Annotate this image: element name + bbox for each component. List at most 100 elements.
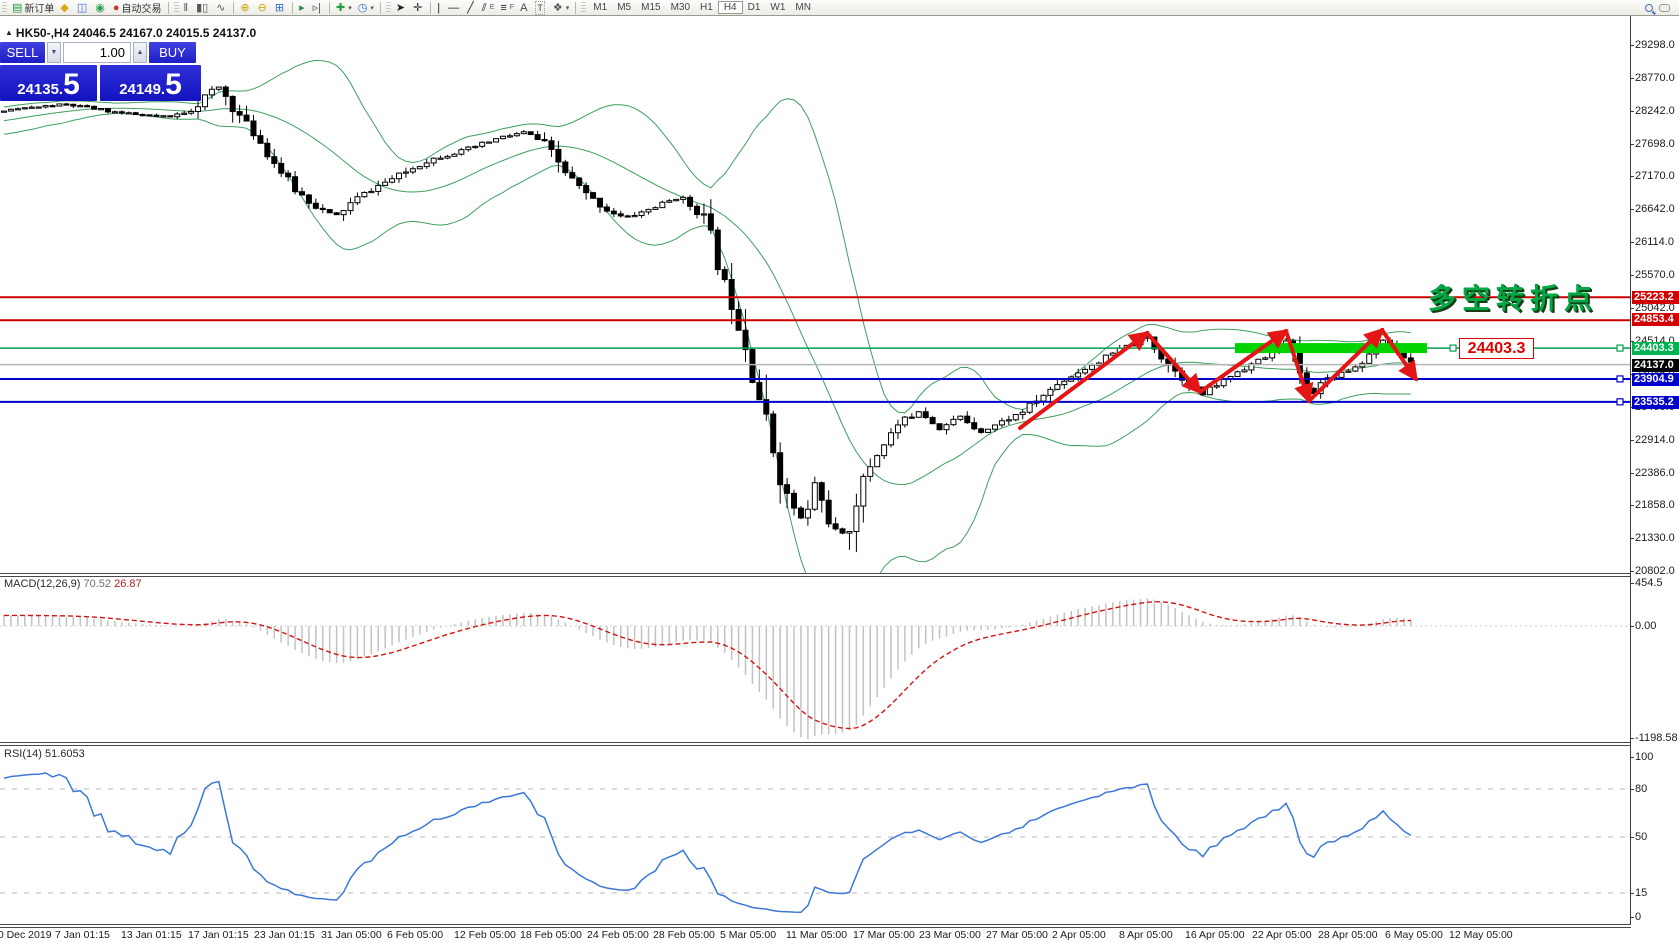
price-tick — [1630, 45, 1634, 46]
rsi-scale-label: 80 — [1635, 783, 1648, 795]
chat-icon[interactable] — [1656, 1, 1673, 15]
toolbar-grip[interactable] — [2, 1, 7, 14]
rsi-scale-label: 15 — [1635, 887, 1648, 899]
auto-scroll-icon[interactable]: ▸ — [299, 1, 305, 14]
text-tool-icon[interactable]: A — [520, 1, 528, 14]
time-label: 28 Feb 05:00 — [653, 929, 715, 941]
macd-scale-label: -1198.58 — [1635, 732, 1678, 744]
timeframe-H4[interactable]: H4 — [717, 0, 743, 14]
search-icon[interactable] — [1642, 1, 1656, 15]
fibonacci-icon[interactable]: ≡ F — [500, 1, 515, 14]
publish-icon[interactable]: ◫ — [76, 1, 88, 14]
rsi-panel[interactable] — [0, 746, 1630, 924]
price-label: 27698.0 — [1635, 138, 1675, 150]
bid-price-box[interactable]: 24135. 5 — [0, 65, 97, 101]
panel-divider[interactable] — [0, 573, 1631, 577]
crosshair-icon[interactable]: ✛ — [413, 1, 423, 14]
cursor-icon[interactable]: ➤ — [395, 1, 406, 14]
time-label: 23 Jan 01:15 — [254, 929, 315, 941]
price-tick — [1630, 78, 1634, 79]
time-label: 23 Mar 05:00 — [919, 929, 981, 941]
price-callout-label[interactable]: 24403.3 — [1459, 338, 1534, 359]
volume-increase-button[interactable]: ▲ — [133, 42, 147, 63]
time-label: 30 Dec 2019 — [0, 929, 52, 941]
volume-decrease-button[interactable]: ▼ — [47, 42, 61, 63]
macd-scale-label: 0.00 — [1635, 620, 1657, 632]
macd-scale-label: 454.5 — [1635, 577, 1663, 589]
text-label-icon[interactable]: T — [535, 0, 545, 15]
price-label: 27170.0 — [1635, 170, 1675, 182]
panel-divider[interactable] — [0, 924, 1631, 928]
price-highlight-label: 24403.3 — [1632, 342, 1679, 355]
main-chart[interactable] — [0, 16, 1630, 573]
rsi-scale-label: 50 — [1635, 831, 1648, 843]
price-tick — [1630, 440, 1634, 441]
time-label: 12 Feb 05:00 — [454, 929, 516, 941]
time-label: 7 Jan 01:15 — [55, 929, 110, 941]
price-label: 26642.0 — [1635, 203, 1675, 215]
vertical-line-icon[interactable]: | — [437, 1, 441, 14]
rsi-scale-label: 0 — [1635, 911, 1642, 923]
volume-input[interactable]: 1.00 — [63, 42, 131, 63]
periods-icon[interactable]: ◷ ▾ — [357, 1, 374, 14]
price-highlight-label: 24853.4 — [1632, 313, 1679, 326]
price-tick — [1630, 275, 1634, 276]
timeframe-M5[interactable]: M5 — [617, 1, 632, 13]
chart-shift-icon[interactable]: ▹| — [312, 1, 321, 14]
ask-price-box[interactable]: 24149. 5 — [100, 65, 201, 101]
price-tick — [1630, 176, 1634, 177]
buy-button[interactable]: BUY — [149, 42, 196, 63]
news-icon[interactable]: ◉ — [95, 1, 105, 14]
autotrading-button[interactable]: ● 自动交易 — [112, 1, 162, 16]
price-tick — [1630, 308, 1634, 309]
timeframe-bar: M1 M5 M15 M30 H1 H4 D1 W1 MN — [588, 0, 816, 15]
zoom-out-icon[interactable]: ⊖ — [257, 1, 267, 14]
price-tick — [1630, 571, 1634, 572]
bar-chart-icon[interactable]: ǁ — [183, 1, 189, 14]
horizontal-line-icon[interactable]: — — [448, 1, 460, 14]
timeframe-H1[interactable]: H1 — [700, 1, 713, 13]
chinese-annotation[interactable]: 多空转折点 — [1428, 283, 1599, 314]
gold-icon[interactable]: ◆ — [60, 1, 69, 14]
candle-chart-icon[interactable]: ▮▯ — [196, 1, 209, 14]
timeframe-M15[interactable]: M15 — [641, 1, 661, 13]
tile-windows-icon[interactable]: ⊞ — [274, 1, 285, 14]
price-highlight-label: 23904.9 — [1632, 373, 1679, 386]
sell-button[interactable]: SELL — [0, 42, 45, 63]
line-chart-icon[interactable]: ∿ — [216, 1, 226, 14]
time-label: 28 Apr 05:00 — [1318, 929, 1378, 941]
indicators-icon[interactable]: ✚ ▾ — [336, 1, 352, 14]
timeframe-M1[interactable]: M1 — [593, 1, 608, 13]
time-label: 12 May 05:00 — [1449, 929, 1513, 941]
macd-tick — [1630, 626, 1634, 627]
price-label: 22386.0 — [1635, 467, 1675, 479]
autotrading-icon: ● — [112, 1, 120, 14]
macd-panel[interactable] — [0, 577, 1630, 742]
time-label: 13 Jan 01:15 — [121, 929, 182, 941]
timeframe-MN[interactable]: MN — [795, 1, 811, 13]
time-label: 24 Feb 05:00 — [587, 929, 649, 941]
time-label: 11 Mar 05:00 — [786, 929, 848, 941]
rsi-label: RSI(14) 51.6053 — [4, 748, 85, 760]
price-tick — [1630, 473, 1634, 474]
zoom-in-icon[interactable]: ⊕ — [240, 1, 250, 14]
equidistant-channel-icon[interactable]: ⫽ E — [481, 1, 495, 14]
time-label: 27 Mar 05:00 — [986, 929, 1048, 941]
new-order-button[interactable]: ▤ 新订单 — [12, 1, 55, 16]
timeframe-D1[interactable]: D1 — [747, 1, 761, 13]
trendline-icon[interactable]: ╱ — [467, 1, 474, 14]
price-tick — [1630, 144, 1634, 145]
price-label: 20802.0 — [1635, 565, 1675, 577]
price-label: 21330.0 — [1635, 532, 1675, 544]
arrows-tool-icon[interactable]: ❖ ▾ — [552, 1, 570, 14]
time-label: 18 Feb 05:00 — [520, 929, 582, 941]
macd-tick — [1630, 583, 1634, 584]
time-label: 8 Apr 05:00 — [1119, 929, 1173, 941]
timeframe-M30[interactable]: M30 — [670, 1, 691, 13]
timeframe-W1[interactable]: W1 — [770, 1, 786, 13]
time-label: 17 Jan 01:15 — [188, 929, 249, 941]
panel-divider[interactable] — [0, 742, 1631, 746]
symbol-arrow-icon: ▲ — [5, 28, 13, 37]
price-highlight-label: 24137.0 — [1632, 359, 1679, 372]
